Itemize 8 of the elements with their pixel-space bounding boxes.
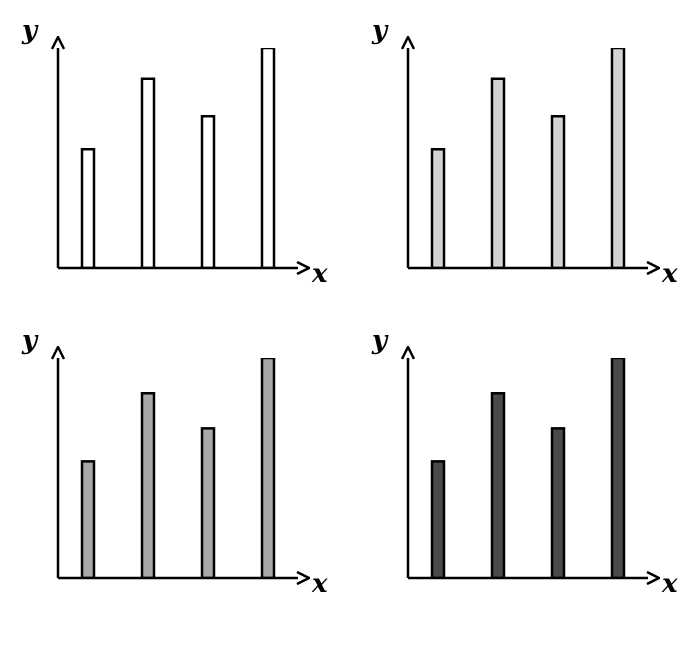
x-axis-title: x — [661, 259, 678, 290]
x-axis-title: x — [661, 569, 678, 600]
y-axis-title: y — [21, 325, 39, 356]
y-axis-title: y — [371, 15, 389, 46]
y-axis-title: y — [21, 15, 39, 46]
x-axis-title: x — [311, 259, 328, 290]
x-axis-title: x — [311, 569, 328, 600]
y-axis-title: y — [371, 325, 389, 356]
